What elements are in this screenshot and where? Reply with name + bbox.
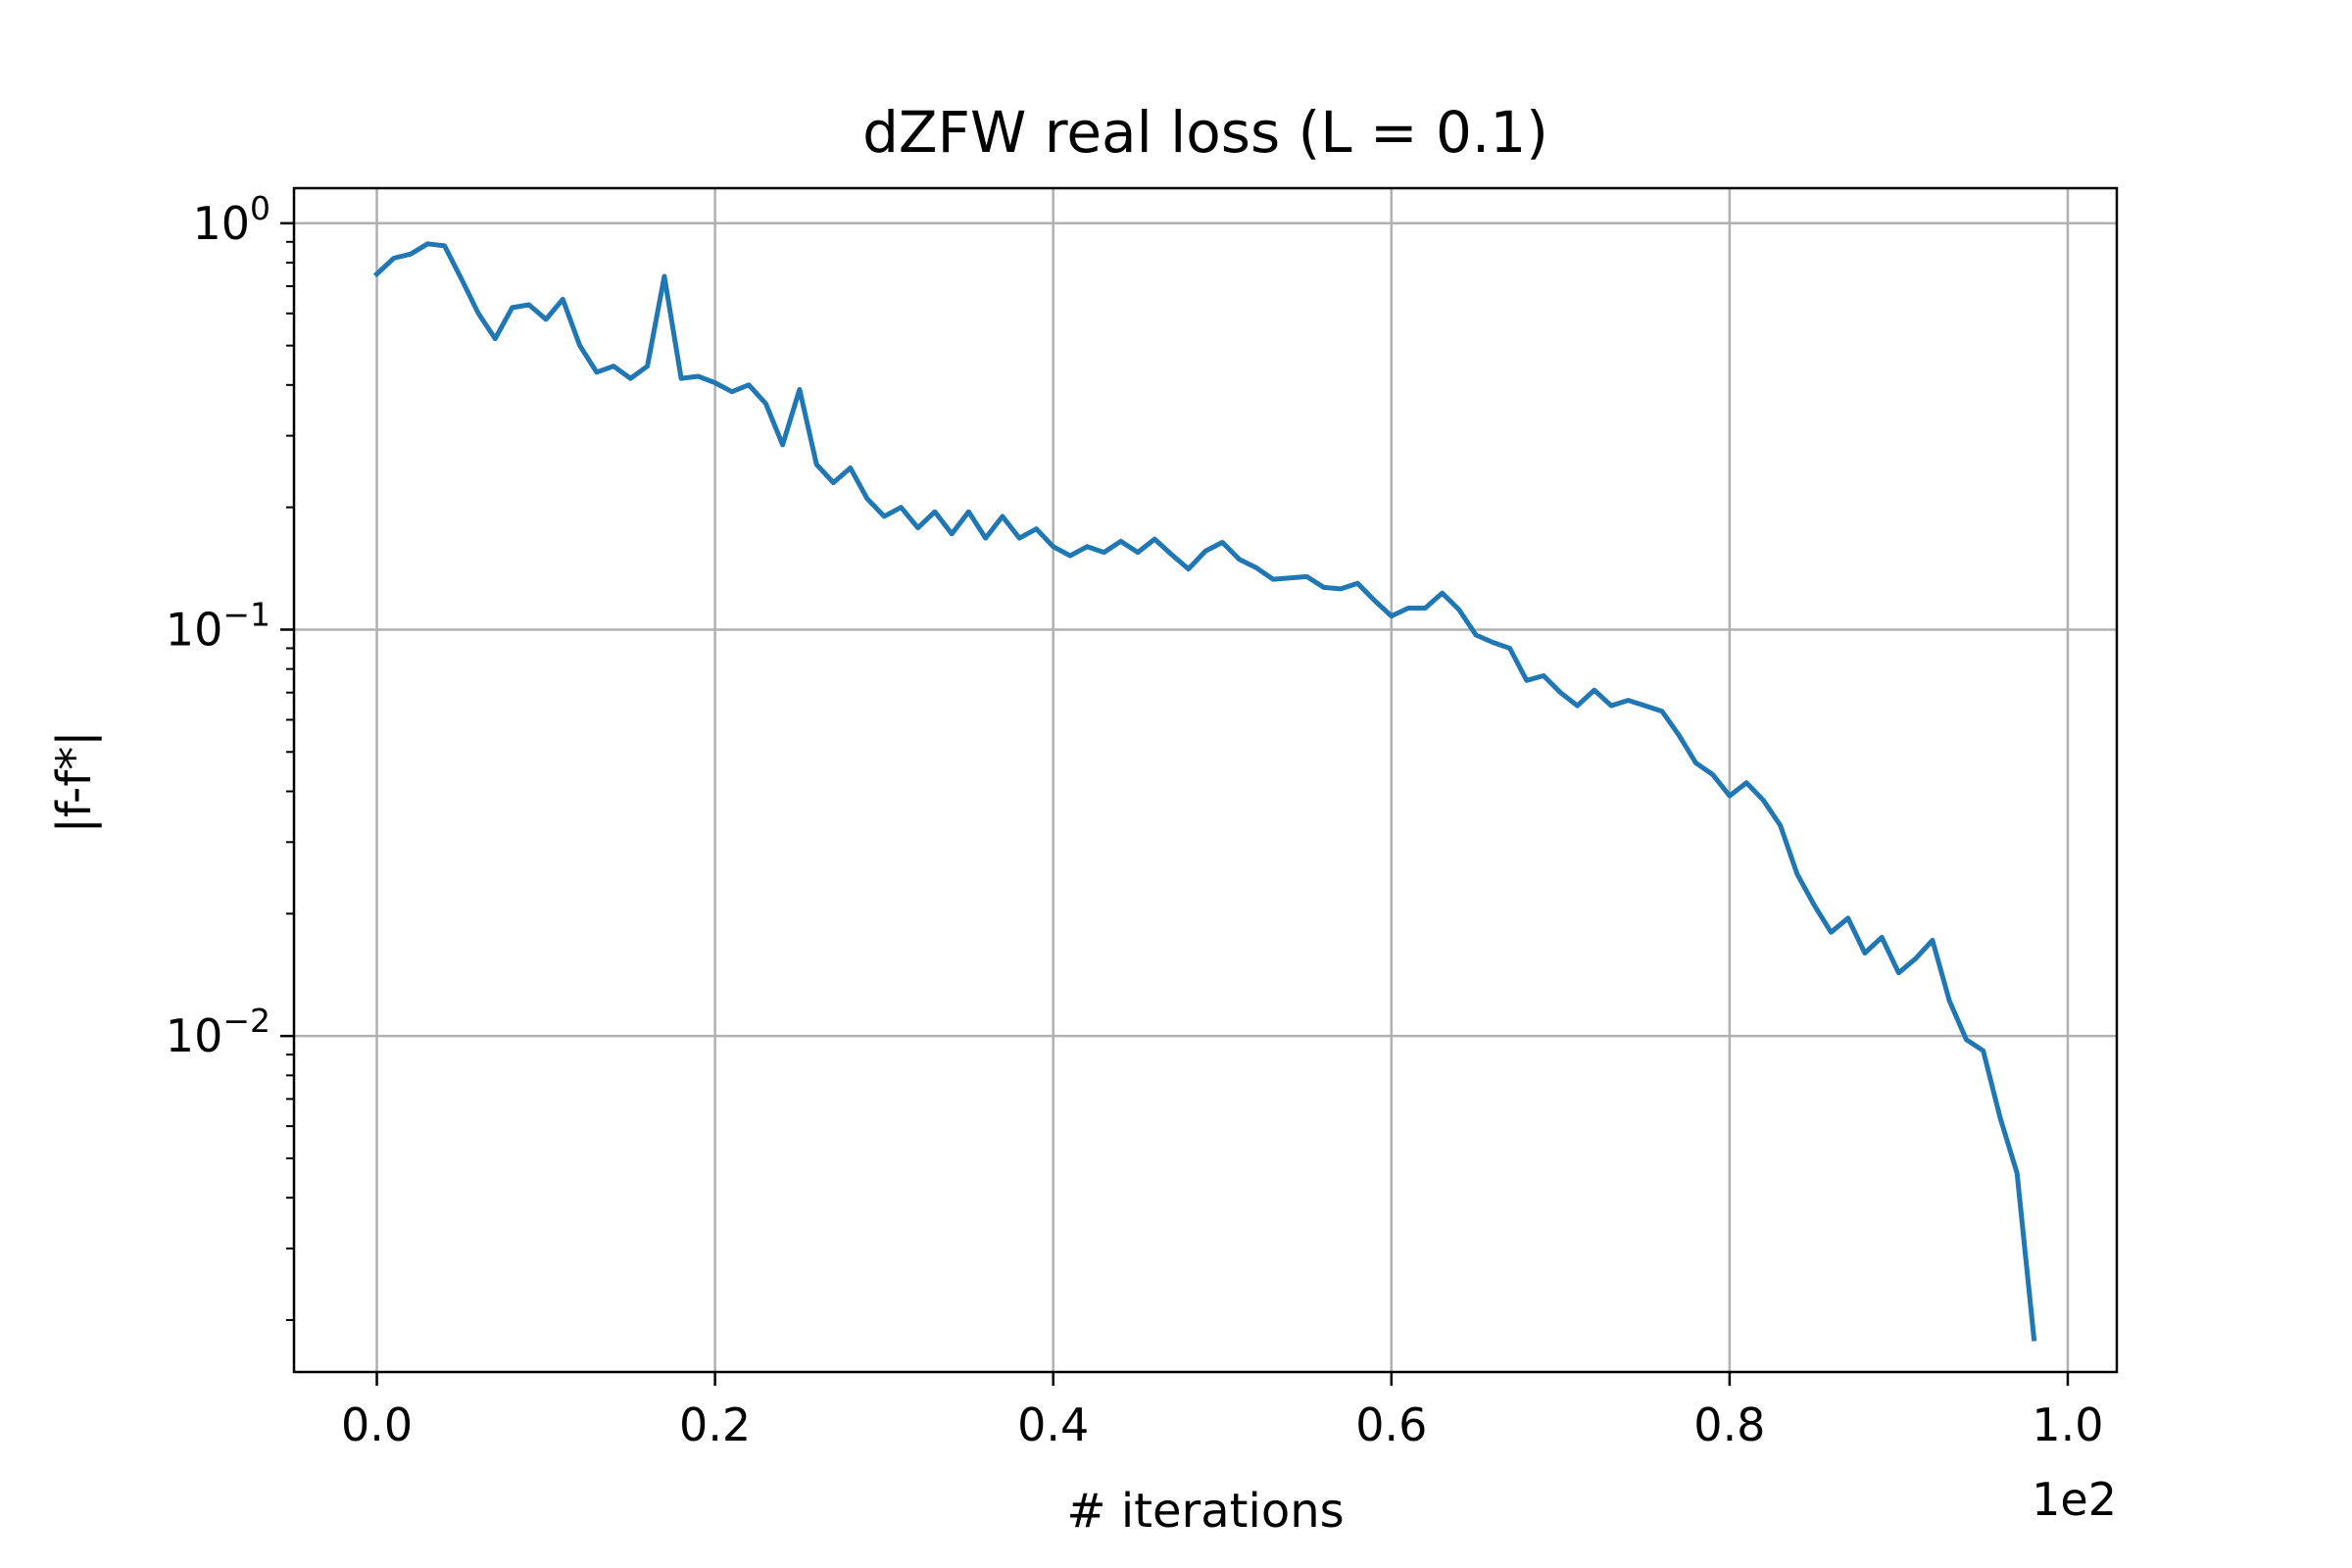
grid bbox=[294, 188, 2117, 1372]
x-tick-label: 0.0 bbox=[341, 1398, 413, 1451]
plot-frame bbox=[292, 186, 2119, 1374]
series-line bbox=[372, 241, 2037, 1342]
x-tick-label: 1.0 bbox=[2032, 1398, 2103, 1451]
y-tick-label-exponent: 0 bbox=[250, 189, 270, 227]
y-minor-ticks bbox=[286, 240, 294, 1321]
y-tick-label-base: 10 bbox=[192, 197, 250, 250]
x-axis-offset-text: 1e2 bbox=[2032, 1473, 2117, 1526]
y-tick-label-base: 10 bbox=[166, 1009, 223, 1062]
y-tick-label: 100 bbox=[192, 189, 270, 250]
x-tick-label: 0.2 bbox=[679, 1398, 751, 1451]
y-axis-label: |f-f*| bbox=[47, 731, 102, 834]
y-tick-label-exponent: −2 bbox=[222, 1002, 270, 1040]
y-tick-label: 10−1 bbox=[166, 595, 270, 656]
plot-background bbox=[294, 188, 2117, 1372]
y-tick-label-exponent: −1 bbox=[222, 595, 270, 633]
x-tick-label: 0.6 bbox=[1355, 1398, 1427, 1451]
x-axis-ticks: 0.0 0.2 0.4 0.6 0.8 1.0 bbox=[341, 1372, 2104, 1451]
x-tick-label: 0.8 bbox=[1693, 1398, 1765, 1451]
x-axis-label: # iterations bbox=[1066, 1484, 1344, 1539]
y-tick-label-base: 10 bbox=[166, 603, 223, 656]
y-tick-label: 10−2 bbox=[166, 1002, 270, 1062]
chart-title: dZFW real loss (L = 0.1) bbox=[862, 99, 1548, 166]
x-tick-label: 0.4 bbox=[1017, 1398, 1089, 1451]
